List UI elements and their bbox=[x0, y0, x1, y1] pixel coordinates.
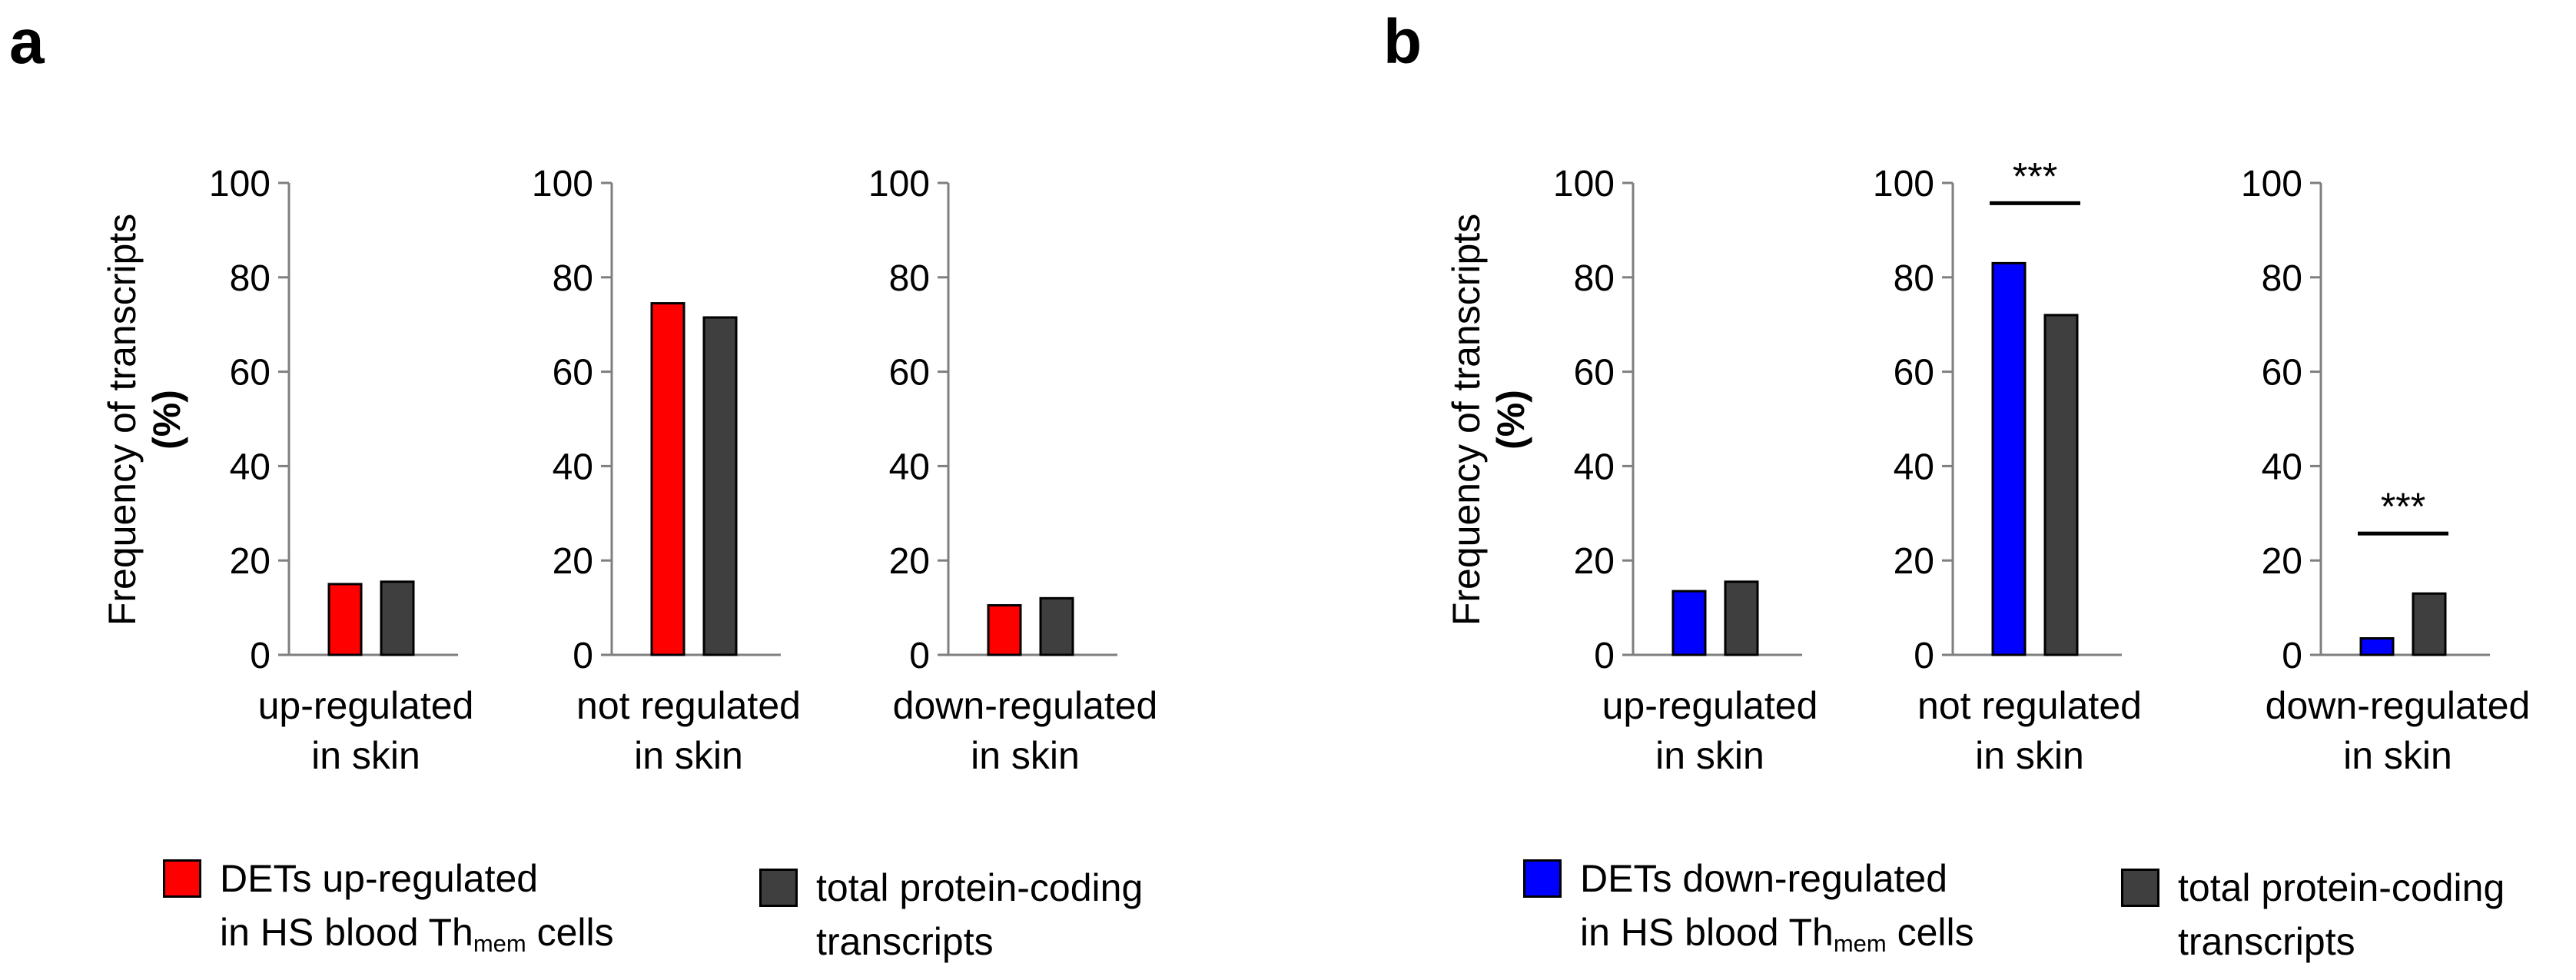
x-label-line2-b-3: in skin bbox=[2343, 734, 2452, 777]
y-tick-label-b-2: 0 bbox=[1914, 636, 1934, 676]
legend-a-first: DETs up-regulated in HS blood Thmem cell… bbox=[163, 852, 614, 971]
x-label-line2-b-1: in skin bbox=[1655, 734, 1764, 777]
y-tick-label-a-1: 80 bbox=[230, 258, 271, 299]
y-tick-label-a-2: 60 bbox=[553, 353, 593, 394]
y-axis-label-a-1: Frequency of transcripts bbox=[101, 214, 144, 626]
legend-a-second-line1: total protein-coding bbox=[816, 866, 1144, 909]
legend-swatch-down bbox=[1523, 859, 1562, 898]
legend-b-second: total protein-coding transcripts bbox=[2121, 861, 2505, 968]
legend-swatch-total-b bbox=[2121, 869, 2159, 907]
x-label-line1-a-3: down-regulated bbox=[893, 684, 1158, 727]
y-tick-label-b-2: 20 bbox=[1894, 541, 1934, 582]
y-tick-label-b-3: 60 bbox=[2262, 353, 2302, 394]
legend-a-first-line2: in HS blood Thmem cells bbox=[220, 911, 614, 957]
significance-label-b-3: *** bbox=[2381, 485, 2425, 528]
y-tick-label-b-3: 0 bbox=[2282, 636, 2302, 676]
x-label-line2-a-2: in skin bbox=[634, 734, 743, 777]
y-tick-label-b-1: 40 bbox=[1574, 447, 1615, 487]
y-tick-label-b-1: 20 bbox=[1574, 541, 1615, 582]
y-tick-label-a-3: 20 bbox=[889, 541, 930, 582]
legend-swatch-up bbox=[163, 859, 201, 898]
legend-a-second-line2: transcripts bbox=[816, 920, 994, 963]
bar-a-3-total bbox=[1039, 596, 1074, 656]
x-label-line1-b-3: down-regulated bbox=[2266, 684, 2531, 727]
bar-b-1-dets bbox=[1671, 590, 1707, 656]
y-tick-label-b-1: 0 bbox=[1594, 636, 1615, 676]
legend-a-second: total protein-coding transcripts bbox=[759, 861, 1143, 968]
x-label-line1-a-2: not regulated bbox=[576, 684, 801, 727]
y-tick-label-b-1: 60 bbox=[1574, 353, 1615, 394]
legend-b-first-text: DETs down-regulated in HS blood Thmem ce… bbox=[1580, 852, 1974, 971]
bar-a-1-total bbox=[380, 580, 415, 656]
y-tick-label-a-1: 20 bbox=[230, 541, 271, 582]
panel-label-b: b bbox=[1383, 7, 1422, 77]
y-tick-label-a-2: 80 bbox=[553, 258, 593, 299]
legend-a-first-line1: DETs up-regulated bbox=[220, 857, 539, 900]
y-axis-label-unit-a-1: (%) bbox=[145, 390, 188, 450]
y-tick-label-b-3: 40 bbox=[2262, 447, 2302, 487]
y-tick-label-b-2: 100 bbox=[1873, 164, 1934, 204]
bar-b-2-total bbox=[2043, 314, 2079, 656]
y-tick-label-b-2: 40 bbox=[1894, 447, 1934, 487]
y-tick-label-a-3: 0 bbox=[909, 636, 930, 676]
significance-label-b-2: *** bbox=[2013, 154, 2057, 198]
legend-a-second-text: total protein-coding transcripts bbox=[816, 861, 1143, 968]
legend-b-first: DETs down-regulated in HS blood Thmem ce… bbox=[1523, 852, 1974, 971]
y-tick-label-b-2: 60 bbox=[1894, 353, 1934, 394]
y-tick-label-a-1: 60 bbox=[230, 353, 271, 394]
charts: 0 20 40 60 80 100 up-regulated in skin Frequency… bbox=[101, 154, 2530, 777]
y-tick-label-a-3: 60 bbox=[889, 353, 930, 394]
bar-a-3-dets bbox=[987, 604, 1022, 656]
y-tick-label-b-1: 80 bbox=[1574, 258, 1615, 299]
bar-b-3-total bbox=[2412, 592, 2447, 656]
x-label-line2-b-2: in skin bbox=[1975, 734, 2084, 777]
y-tick-label-a-2: 100 bbox=[532, 164, 593, 204]
bar-b-1-total bbox=[1724, 580, 1759, 656]
bar-a-2-total bbox=[702, 316, 738, 656]
bar-a-1-dets bbox=[327, 583, 363, 656]
y-tick-label-b-1: 100 bbox=[1553, 164, 1615, 204]
legend-a-first-text: DETs up-regulated in HS blood Thmem cell… bbox=[220, 852, 614, 971]
y-tick-label-a-2: 40 bbox=[553, 447, 593, 487]
legend-b-second-text: total protein-coding transcripts bbox=[2178, 861, 2505, 968]
x-label-line1-a-1: up-regulated bbox=[258, 684, 474, 727]
panel-label-a: a bbox=[9, 7, 45, 77]
legend-swatch-total bbox=[759, 869, 798, 907]
y-tick-label-b-3: 20 bbox=[2262, 541, 2302, 582]
legend-b-first-line1: DETs down-regulated bbox=[1580, 857, 1948, 900]
y-axis-label-unit-b-1: (%) bbox=[1489, 390, 1532, 450]
bar-b-2-dets bbox=[1991, 261, 2027, 656]
y-tick-label-a-3: 40 bbox=[889, 447, 930, 487]
y-tick-label-b-2: 80 bbox=[1894, 258, 1934, 299]
x-label-line1-b-2: not regulated bbox=[1917, 684, 2142, 727]
bar-b-3-dets bbox=[2359, 637, 2395, 656]
legend-b-second-line1: total protein-coding bbox=[2178, 866, 2505, 909]
y-tick-label-a-2: 0 bbox=[573, 636, 593, 676]
y-tick-label-a-1: 100 bbox=[209, 164, 271, 204]
x-label-line1-b-1: up-regulated bbox=[1602, 684, 1818, 727]
y-tick-label-a-3: 100 bbox=[868, 164, 930, 204]
x-label-line2-a-3: in skin bbox=[971, 734, 1080, 777]
y-tick-label-a-2: 20 bbox=[553, 541, 593, 582]
legend-b-second-line2: transcripts bbox=[2178, 920, 2355, 963]
x-label-line2-a-1: in skin bbox=[311, 734, 420, 777]
y-tick-label-b-3: 100 bbox=[2241, 164, 2302, 204]
y-tick-label-b-3: 80 bbox=[2262, 258, 2302, 299]
y-tick-label-a-1: 0 bbox=[250, 636, 271, 676]
legend-b-first-line2: in HS blood Thmem cells bbox=[1580, 911, 1974, 957]
y-tick-label-a-1: 40 bbox=[230, 447, 271, 487]
y-axis-label-b-1: Frequency of transcripts bbox=[1445, 214, 1488, 626]
bar-a-2-dets bbox=[650, 302, 685, 656]
y-tick-label-a-3: 80 bbox=[889, 258, 930, 299]
